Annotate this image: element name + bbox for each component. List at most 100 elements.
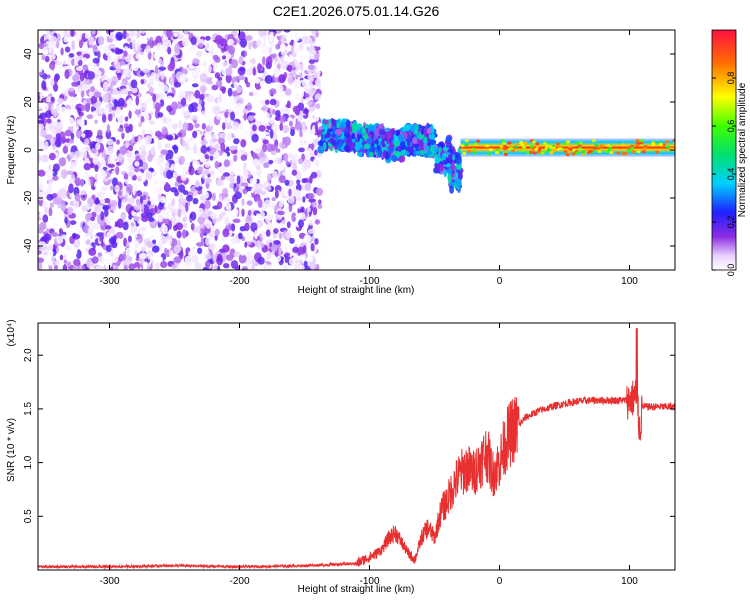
spectrogram-cell	[158, 66, 166, 71]
spectrogram-cell	[38, 140, 44, 149]
spectrogram-cell	[201, 110, 206, 116]
spectrogram-cell	[288, 188, 292, 197]
spectrogram-cell	[259, 80, 267, 88]
spectrogram-cell	[215, 218, 220, 223]
spectrogram-cell	[255, 213, 261, 219]
spectrogram-cell	[191, 44, 197, 52]
spectrogram-cell	[57, 137, 61, 146]
spectrogram-cell	[318, 199, 322, 205]
colorbar-frame	[711, 29, 737, 271]
spectrogram-cell	[115, 112, 121, 118]
spectrogram-cell	[306, 207, 311, 213]
spectrogram-cell	[229, 173, 235, 183]
spectrogram-cell	[273, 228, 279, 234]
spectrogram-cell	[257, 256, 265, 265]
spectrogram-cell	[142, 194, 147, 201]
spectrogram-cell	[190, 185, 197, 193]
spectrogram-cell	[549, 151, 554, 155]
spectrogram-cell	[58, 157, 67, 167]
spectrogram-cell	[317, 129, 323, 136]
spectrogram-cell	[41, 103, 49, 112]
spectrogram-cell	[195, 180, 200, 188]
y-tick-label: 0	[23, 147, 34, 153]
spectrogram-cell	[168, 250, 174, 258]
spectrogram-cell	[133, 136, 140, 142]
spectrogram-cell	[63, 259, 68, 264]
spectrogram-cell	[120, 88, 128, 95]
spectrogram-cell	[272, 240, 281, 245]
spectrogram-cell	[268, 116, 276, 125]
spectrogram-cell	[294, 91, 300, 101]
spectrogram-cell	[284, 88, 292, 96]
spectrogram-cell	[285, 160, 289, 166]
spectrogram-cell	[204, 113, 209, 119]
spectrogram-cell	[314, 149, 318, 156]
spectrogram-cell	[133, 240, 140, 248]
spectrogram-cell	[123, 264, 128, 270]
spectrogram-cell	[345, 120, 351, 128]
spectrogram-cell	[256, 240, 261, 250]
spectrogram-cell	[71, 81, 79, 87]
spectrogram-cell	[302, 196, 306, 203]
x-tick-label: 100	[621, 276, 638, 287]
spectrogram-cell	[263, 162, 270, 169]
spectrogram-cell	[185, 145, 189, 151]
spectrogram-cell	[91, 256, 99, 264]
spectrogram-cell	[64, 46, 71, 53]
spectrogram-cell	[96, 232, 104, 237]
spectrogram-cell	[147, 59, 154, 69]
spectrogram-cell	[83, 162, 92, 171]
spectrogram-cell	[118, 253, 124, 262]
spectrogram-cell	[149, 195, 157, 206]
spectrogram-cell	[275, 96, 282, 101]
spectrogram-cell	[182, 216, 187, 222]
spectrogram-cell	[257, 63, 262, 71]
spectrogram-cell	[280, 187, 285, 197]
spectrogram-cell	[200, 140, 208, 145]
spectrogram-cell	[73, 258, 81, 266]
spectrogram-cell	[419, 140, 424, 148]
spectrogram-cell	[39, 180, 45, 191]
spectrogram-cell	[280, 60, 289, 70]
spectrogram-cell	[476, 139, 481, 143]
spectrogram-cell	[233, 154, 238, 162]
spectrogram-cell	[298, 219, 304, 228]
spectrogram-cell	[238, 56, 244, 65]
spectrogram-cell	[295, 196, 302, 201]
spectrogram-cell	[301, 121, 307, 131]
spectrogram-cell	[180, 172, 187, 182]
spectrogram-cell	[223, 159, 230, 168]
spectrogram-cell	[178, 155, 185, 165]
spectrogram-cell	[300, 206, 305, 213]
spectrogram-cell	[192, 144, 198, 154]
spectrogram-cell	[190, 223, 195, 231]
spectrogram-cell	[257, 198, 263, 208]
spectrogram-cell	[158, 92, 165, 102]
spectrogram-band	[460, 138, 675, 157]
spectrogram-cell	[196, 207, 204, 216]
spectrogram-cell	[264, 74, 273, 84]
spectrogram-cell	[68, 87, 75, 92]
spectrogram-cell	[108, 252, 114, 257]
spectrogram-cell	[458, 172, 463, 181]
spectrogram-cell	[122, 107, 129, 117]
spectrogram-cell	[142, 68, 150, 74]
spectrogram-cell	[196, 130, 201, 137]
spectrogram-cell	[218, 195, 223, 201]
spectrogram-cell	[48, 125, 53, 131]
spectrogram-cell	[188, 137, 194, 142]
spectrogram-cell	[282, 136, 286, 145]
spectrogram-cell	[123, 173, 129, 180]
spectrogram-cell	[378, 129, 385, 136]
spectrogram-cell	[248, 43, 252, 50]
spectrogram-cell	[270, 31, 274, 37]
spectrogram-cell	[672, 139, 675, 143]
spectrogram-cell	[63, 37, 70, 43]
spectrogram-cell	[95, 142, 101, 151]
spectrogram-cell	[164, 181, 170, 191]
spectrogram-cell	[118, 114, 124, 125]
spectrogram-cell	[313, 72, 319, 79]
spectrogram-cell	[262, 139, 269, 145]
spectrogram-cell	[51, 62, 55, 71]
spectrogram-cell	[331, 119, 337, 127]
